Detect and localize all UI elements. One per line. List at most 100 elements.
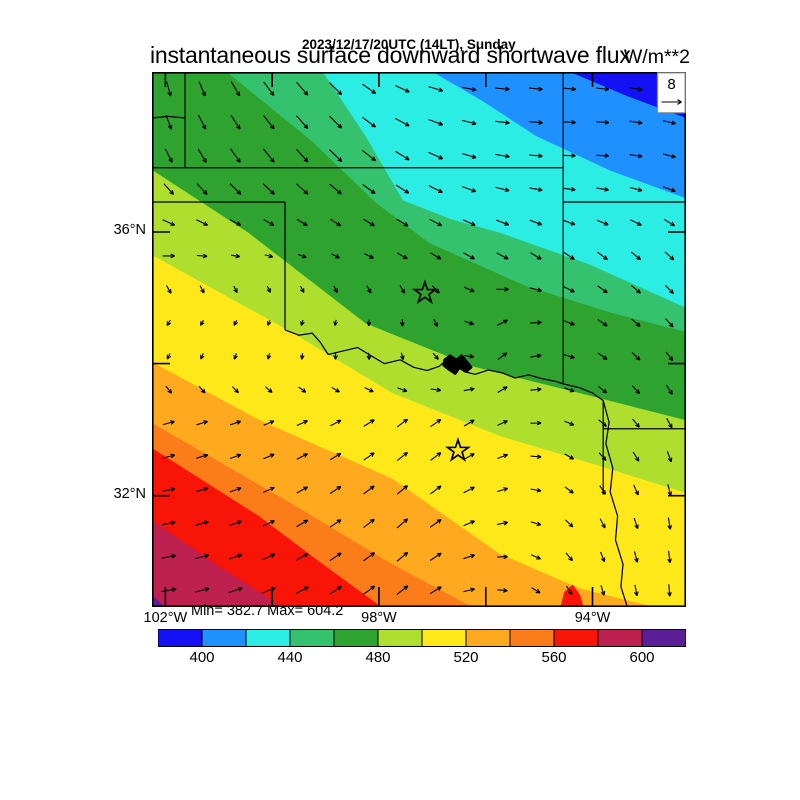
wind-arrow bbox=[161, 587, 177, 593]
wind-arrow bbox=[429, 218, 443, 227]
wind-arrow bbox=[263, 420, 275, 426]
wind-arrow bbox=[162, 487, 176, 492]
wind-arrow bbox=[329, 82, 343, 96]
wind-arrow bbox=[262, 520, 275, 527]
wind-arrow bbox=[461, 119, 477, 126]
wind-arrow bbox=[198, 81, 206, 97]
wind-arrow bbox=[564, 387, 575, 393]
wind-arrow bbox=[565, 552, 573, 562]
wind-arrow bbox=[397, 387, 408, 393]
wind-arrow bbox=[495, 86, 510, 92]
wind-arrow bbox=[196, 219, 209, 226]
wind-arrow bbox=[362, 184, 376, 195]
wind-arrow bbox=[665, 384, 673, 395]
wind-arrow bbox=[196, 253, 208, 259]
wind-arrow bbox=[633, 484, 639, 496]
wind-arrow bbox=[666, 417, 673, 429]
wind-arrow bbox=[161, 520, 176, 526]
map-canvas: 8 bbox=[152, 72, 687, 608]
wind-arrow bbox=[230, 148, 241, 163]
wind-arrow bbox=[329, 115, 343, 129]
wind-arrow bbox=[195, 520, 209, 526]
lon-label: 98°W bbox=[361, 610, 397, 626]
wind-arrow bbox=[563, 187, 576, 192]
wind-arrow bbox=[629, 86, 643, 92]
oklahoma-city-star bbox=[411, 279, 438, 305]
wind-arrow bbox=[598, 452, 607, 461]
wind-arrow bbox=[298, 386, 307, 393]
wind-arrow bbox=[263, 486, 275, 493]
wind-arrow bbox=[196, 183, 208, 195]
wind-arrow bbox=[366, 285, 372, 294]
wind-arrow bbox=[596, 120, 610, 125]
wind-arrow bbox=[597, 319, 608, 327]
colorbar-segment bbox=[377, 629, 423, 647]
wind-arrow bbox=[329, 452, 342, 461]
wind-arrow bbox=[262, 553, 276, 561]
wind-arrow bbox=[366, 352, 372, 360]
wind-arrow bbox=[363, 518, 375, 528]
wind-arrow bbox=[563, 354, 575, 359]
wind-arrow bbox=[563, 252, 575, 260]
wind-arrow bbox=[263, 453, 275, 460]
wind-arrow bbox=[199, 285, 205, 294]
wind-arrow bbox=[363, 218, 375, 227]
wind-arrow bbox=[562, 86, 577, 92]
wind-arrow bbox=[495, 186, 510, 193]
wind-arrow bbox=[296, 486, 309, 494]
wind-arrow bbox=[563, 320, 575, 326]
wind-arrow bbox=[233, 353, 238, 360]
wind-arrow bbox=[429, 586, 442, 595]
wind-arrow bbox=[600, 585, 606, 596]
flux-band-580-600 bbox=[152, 520, 283, 607]
wind-arrow bbox=[665, 351, 674, 362]
wind-arrow bbox=[629, 186, 643, 192]
wind-arrow bbox=[296, 148, 309, 163]
wind-arrow bbox=[296, 519, 309, 528]
colorbar-segment bbox=[245, 629, 291, 647]
wind-arrow bbox=[230, 81, 241, 97]
dallas-star bbox=[444, 437, 471, 462]
wind-arrow bbox=[296, 115, 309, 130]
wind-arrow bbox=[363, 552, 375, 562]
wind-arrow bbox=[630, 251, 642, 261]
wind-arrow bbox=[562, 119, 576, 125]
wind-arrow bbox=[529, 187, 543, 192]
wind-arrow bbox=[432, 352, 439, 360]
wind-arrow bbox=[296, 81, 309, 96]
plot-title: instantaneous surface downward shortwave… bbox=[150, 42, 631, 68]
wind-arrow bbox=[462, 219, 476, 226]
wind-arrow bbox=[166, 81, 172, 97]
wind-arrow bbox=[396, 518, 409, 529]
wind-arrow bbox=[362, 150, 376, 162]
lon-label: 102°W bbox=[143, 610, 188, 626]
colorbar-tick-label: 440 bbox=[277, 649, 303, 666]
wind-arrow bbox=[229, 420, 242, 426]
wind-arrow bbox=[664, 284, 674, 295]
wind-arrow bbox=[162, 253, 175, 259]
wind-arrow bbox=[329, 519, 342, 528]
colorbar-svg bbox=[157, 629, 687, 647]
wind-arrow bbox=[566, 585, 573, 595]
wind-arrow bbox=[464, 354, 475, 359]
wind-arrow bbox=[463, 419, 475, 427]
wind-arrow bbox=[296, 420, 308, 427]
wind-arrow bbox=[564, 453, 575, 460]
colorbar-segment bbox=[421, 629, 467, 647]
wind-arrow bbox=[463, 587, 476, 593]
wind-arrow bbox=[200, 319, 205, 326]
wind-arrow bbox=[329, 585, 342, 595]
wind-arrow bbox=[563, 286, 575, 293]
wind-arrow bbox=[165, 115, 173, 130]
wind-arrow bbox=[530, 320, 542, 325]
wind-arrow bbox=[262, 183, 275, 195]
wind-arrow bbox=[363, 485, 375, 495]
wind-arrow bbox=[396, 485, 409, 495]
wind-arrow bbox=[497, 386, 508, 393]
wind-arrow bbox=[329, 552, 342, 562]
wind-arrow bbox=[229, 183, 242, 195]
wind-arrow bbox=[596, 187, 609, 192]
wind-arrow bbox=[463, 553, 476, 560]
wind-arrow bbox=[497, 453, 508, 460]
wind-arrow bbox=[633, 517, 639, 530]
